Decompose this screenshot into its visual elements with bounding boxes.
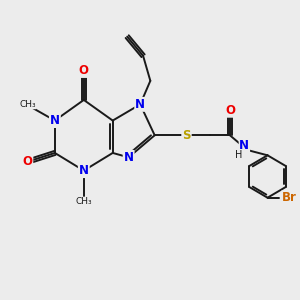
Text: O: O	[225, 104, 235, 117]
Text: N: N	[79, 164, 89, 177]
Text: O: O	[79, 64, 89, 77]
Text: N: N	[124, 151, 134, 164]
Text: CH₃: CH₃	[19, 100, 36, 109]
Text: CH₃: CH₃	[76, 197, 92, 206]
Text: H: H	[236, 150, 243, 160]
Text: O: O	[22, 155, 32, 168]
Text: N: N	[135, 98, 145, 111]
Text: N: N	[50, 114, 60, 127]
Text: Br: Br	[282, 191, 297, 204]
Text: S: S	[182, 129, 191, 142]
Text: N: N	[239, 139, 249, 152]
